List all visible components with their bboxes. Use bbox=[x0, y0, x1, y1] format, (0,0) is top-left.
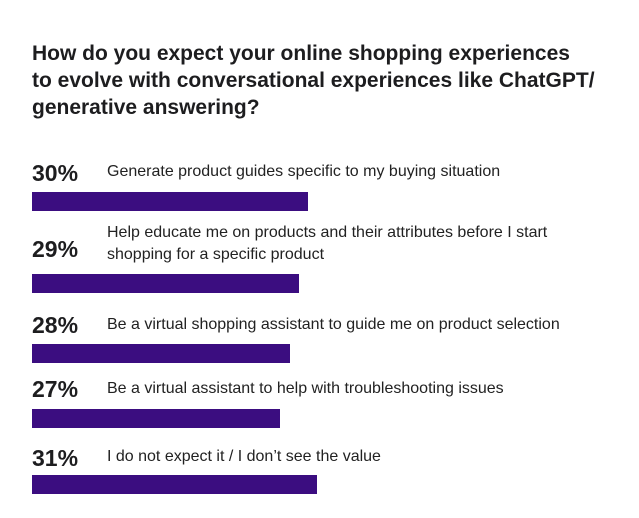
bar bbox=[32, 192, 308, 211]
category-label: Generate product guides specific to my b… bbox=[107, 161, 617, 183]
chart-title: How do you expect your online shopping e… bbox=[32, 40, 622, 121]
category-label-line: Be a virtual assistant to help with trou… bbox=[107, 380, 504, 397]
value-label: 28% bbox=[32, 312, 79, 338]
category-label-line: Be a virtual shopping assistant to guide… bbox=[107, 316, 560, 333]
category-label: Be a virtual assistant to help with trou… bbox=[107, 378, 617, 400]
chart-title-line: How do you expect your online shopping e… bbox=[32, 42, 570, 65]
category-label-line: Help educate me on products and their at… bbox=[107, 224, 548, 241]
category-label-line: I do not expect it / I don’t see the val… bbox=[107, 448, 381, 465]
bar bbox=[32, 274, 299, 293]
value-label: 31% bbox=[32, 445, 79, 471]
category-label: Help educate me on products and their at… bbox=[107, 222, 617, 266]
bar bbox=[32, 344, 290, 363]
value-label: 30% bbox=[32, 160, 79, 186]
category-label: Be a virtual shopping assistant to guide… bbox=[107, 314, 617, 336]
chart-title-line: generative answering? bbox=[32, 96, 260, 119]
bar bbox=[32, 409, 280, 428]
category-label: I do not expect it / I don’t see the val… bbox=[107, 446, 617, 468]
chart-title-line: to evolve with conversational experience… bbox=[32, 69, 595, 92]
value-label: 27% bbox=[32, 376, 79, 402]
category-label-line: shopping for a specific product bbox=[107, 246, 325, 263]
bar bbox=[32, 475, 317, 494]
category-label-line: Generate product guides specific to my b… bbox=[107, 163, 501, 180]
value-label: 29% bbox=[32, 236, 79, 262]
